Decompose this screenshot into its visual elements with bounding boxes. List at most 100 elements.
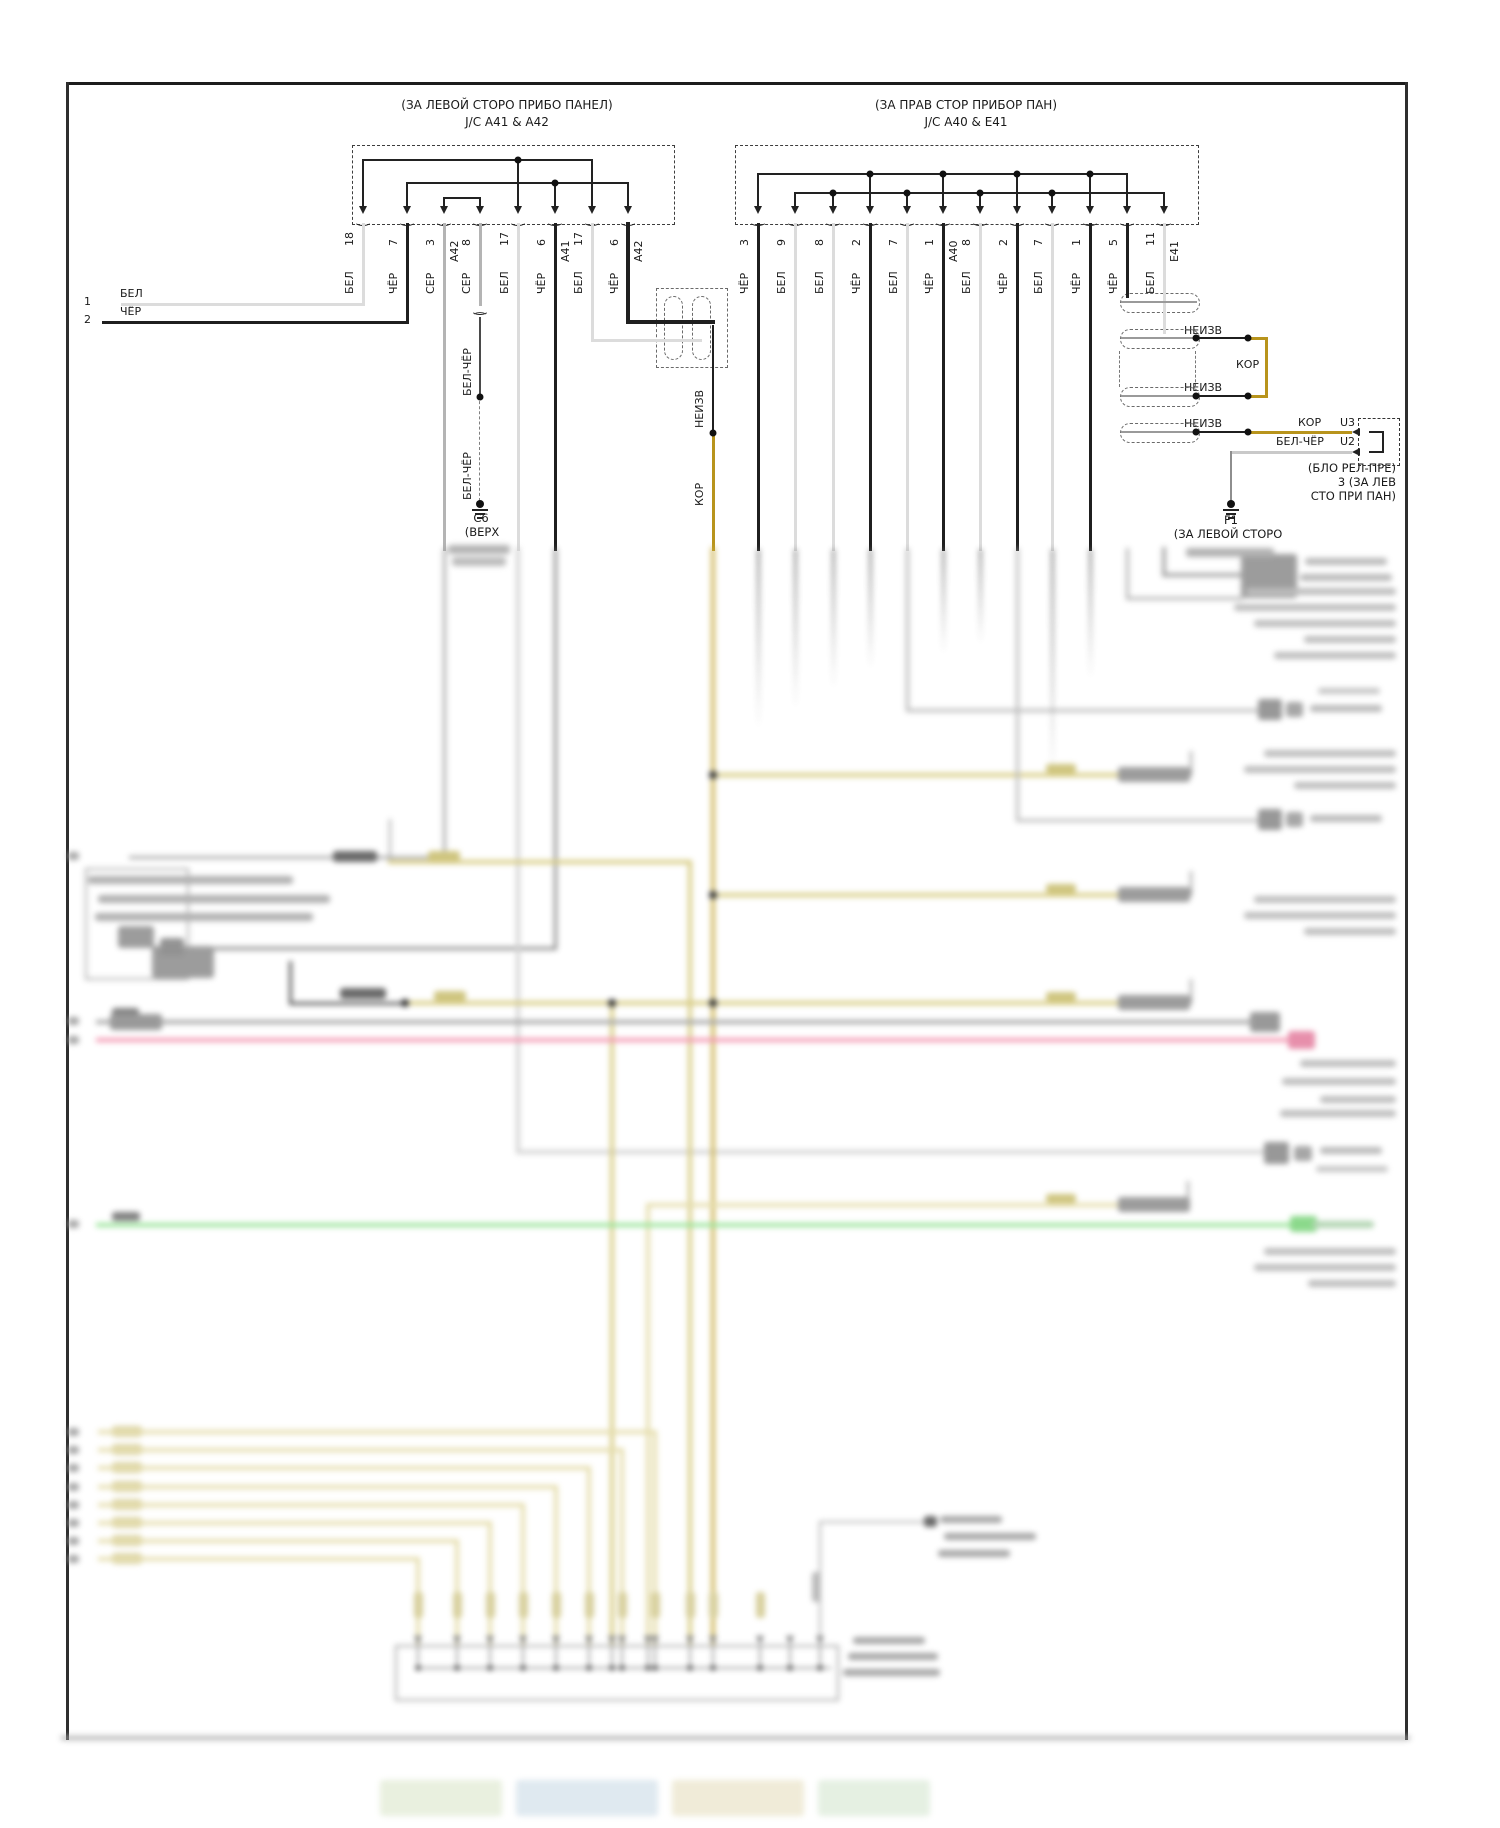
blurred-connector-dot: [652, 1665, 658, 1671]
blurred-wire: [516, 547, 520, 1154]
blurred-pin-arrow-icon: [453, 1636, 461, 1644]
junction-dot: [608, 999, 616, 1007]
wire: [868, 222, 872, 551]
pin-arrow-icon: [476, 206, 484, 214]
blurred-wire: [1125, 547, 1129, 600]
pin-arrow-icon: [1086, 206, 1094, 214]
jc-bus-drop: [1089, 173, 1091, 207]
wire: [101, 320, 409, 324]
blurred-text: [98, 895, 330, 903]
blurred-caption: [672, 1780, 804, 1816]
blurred-wire-fade: [831, 549, 835, 689]
blurred-connector: [1286, 812, 1303, 827]
blurred-text: [448, 545, 510, 554]
blurred-connector-pin: [654, 1644, 656, 1669]
blurred-text: [1316, 1166, 1388, 1172]
wire: [1121, 395, 1197, 397]
blurred-wire-fade: [868, 549, 872, 669]
blurred-component: [110, 1014, 162, 1030]
blurred-wire: [646, 1203, 650, 1647]
jc-bus-drop: [406, 182, 408, 207]
frame-left: [66, 82, 69, 1740]
blurred-tan-wire: [98, 1503, 525, 1507]
ground-bar-icon: [474, 513, 486, 515]
jc-bus-drop: [627, 182, 629, 207]
blurred-pin-label: [552, 1592, 561, 1618]
jc-bus-drop: [1163, 192, 1165, 207]
jc-bus-drop: [554, 182, 556, 207]
blurred-text: [853, 1637, 925, 1644]
wire: [553, 222, 557, 551]
pin-arrow-icon: [754, 206, 762, 214]
blurred-wire: [288, 1001, 406, 1005]
blurred-connector-pin: [522, 1644, 524, 1669]
blurred-pin-arrow-icon: [585, 1636, 593, 1644]
jc-bus-junction-dot: [903, 189, 911, 197]
wire: [1125, 222, 1129, 298]
blurred-wire: [711, 547, 715, 1647]
blurred-pin-arrow-icon: [816, 1636, 824, 1644]
blurred-wire: [388, 860, 692, 864]
blurred-tan-wire: [98, 1448, 624, 1452]
relay-caption-line-3: СТО ПРИ ПАН): [1310, 489, 1396, 503]
wire: [1369, 451, 1384, 453]
blurred-pin-number: [68, 1036, 79, 1044]
blurred-pin-arrow-icon: [486, 1636, 494, 1644]
blurred-pin-label: [651, 1592, 660, 1618]
blurred-tan-wire: [554, 1485, 558, 1647]
relay-caption-line-2: 3 (ЗА ЛЕВ: [1337, 475, 1396, 489]
pin-arrow-icon: [1048, 206, 1056, 214]
blurred-text: [1310, 815, 1382, 822]
blurred-wire: [516, 1150, 1268, 1154]
blurred-pin-label: [812, 1572, 821, 1602]
blurred-wire: [96, 1020, 1255, 1024]
blurred-wire: [161, 946, 557, 950]
junction-dot: [709, 771, 717, 779]
blurred-wire-fade: [793, 549, 797, 709]
wire: [756, 222, 760, 551]
kor-bracket-label: КОР: [1236, 358, 1260, 371]
blurred-connector-dot: [454, 1665, 460, 1671]
blurred-connector-pin: [588, 1644, 590, 1669]
blurred-text: [1305, 558, 1387, 565]
wire: [1264, 336, 1268, 398]
pin-arrow-icon: [976, 206, 984, 214]
blurred-wire: [1189, 978, 1193, 1005]
blurred-text-line: [1304, 928, 1396, 935]
blurred-component: [1118, 887, 1190, 902]
blurred-pin-label: [585, 1592, 594, 1618]
jc-bus-drop: [479, 197, 481, 207]
blurred-tan-wire: [653, 1430, 657, 1647]
wire: [941, 222, 945, 551]
pin-arrow-icon: [903, 206, 911, 214]
wire: [1246, 336, 1268, 340]
blurred-text: [95, 913, 313, 921]
blurred-tan-wire: [98, 1466, 591, 1470]
c6-location-text: (ВЕРХ: [464, 525, 500, 539]
left-jc-title: (ЗА ЛЕВОЙ СТОРО ПРИБО ПАНЕЛ): [401, 98, 613, 112]
wire: [1088, 222, 1092, 551]
blurred-tan-wire: [620, 1448, 624, 1647]
junction-dot: [1244, 334, 1252, 342]
external-pin-1-number: 1: [84, 295, 91, 308]
pin-arrow-icon: [829, 206, 837, 214]
blurred-pin-arrow-icon: [519, 1636, 527, 1644]
blurred-text-line: [1254, 620, 1396, 627]
jc-bus-junction-dot: [976, 189, 984, 197]
blurred-pin-arrow-icon: [608, 1636, 616, 1644]
blurred-connector-pin: [555, 1644, 557, 1669]
blurred-connector: [1264, 1142, 1289, 1164]
blurred-wire: [1015, 818, 1260, 822]
mid-connector-terminal-2: [692, 296, 711, 360]
wire: [120, 302, 365, 306]
frame-top: [66, 82, 1407, 85]
u3-entry-arrow-icon: [1352, 428, 1360, 436]
blurred-connector-pin: [456, 1644, 458, 1669]
blurred-junction: [924, 1516, 937, 1527]
pin-arrow-icon: [791, 206, 799, 214]
pin-arrow-icon: [939, 206, 947, 214]
junction-dot: [1192, 392, 1200, 400]
blurred-pin-arrow-icon: [709, 1636, 717, 1644]
